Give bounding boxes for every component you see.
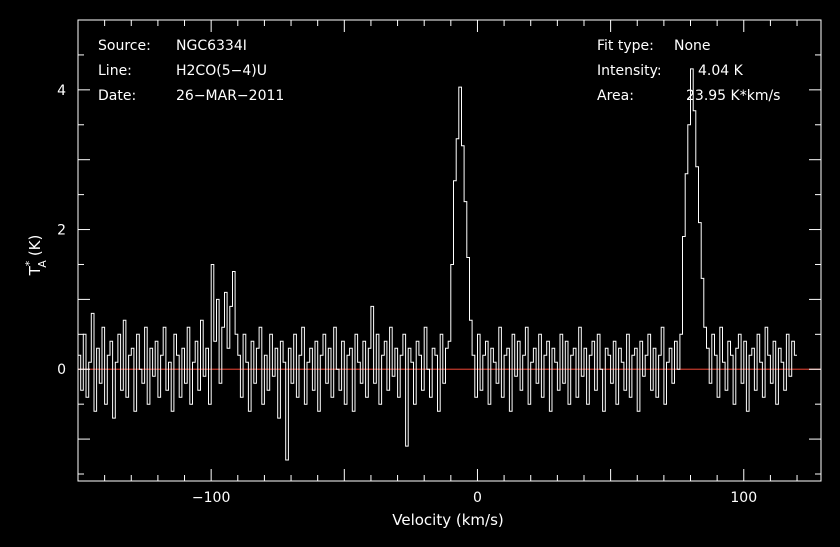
line-value: H2CO(5−4)U xyxy=(176,63,267,79)
plot-frame xyxy=(77,19,822,482)
y-axis-label-symbol: T*A(K) xyxy=(23,235,49,277)
line-label: Line: xyxy=(98,63,132,79)
intensity-value: 4.04 K xyxy=(698,63,744,79)
y-tick-label: 0 xyxy=(57,362,66,378)
area-label: Area: xyxy=(597,88,634,104)
y-tick-label: 4 xyxy=(57,83,66,99)
axes: −100 0 100 0 2 4 xyxy=(57,19,822,506)
x-tick-label: 0 xyxy=(473,490,482,506)
source-value: NGC6334I xyxy=(176,38,247,54)
x-tick-label: 100 xyxy=(730,490,757,506)
x-axis-label: Velocity (km/s) xyxy=(392,511,503,529)
spectrum-series xyxy=(78,68,821,461)
y-tick-label: 2 xyxy=(57,223,66,239)
fit-type-value: None xyxy=(674,38,711,54)
area-value: 23.95 K*km/s xyxy=(686,88,780,104)
x-tick-label: −100 xyxy=(192,490,230,506)
y-axis-label: T*A(K) xyxy=(23,235,49,277)
intensity-label: Intensity: xyxy=(597,63,662,79)
date-label: Date: xyxy=(98,88,136,104)
date-value: 26−MAR−2011 xyxy=(176,88,284,104)
source-label: Source: xyxy=(98,38,151,54)
fit-type-label: Fit type: xyxy=(597,38,654,54)
spectrum-line-0 xyxy=(78,68,797,461)
